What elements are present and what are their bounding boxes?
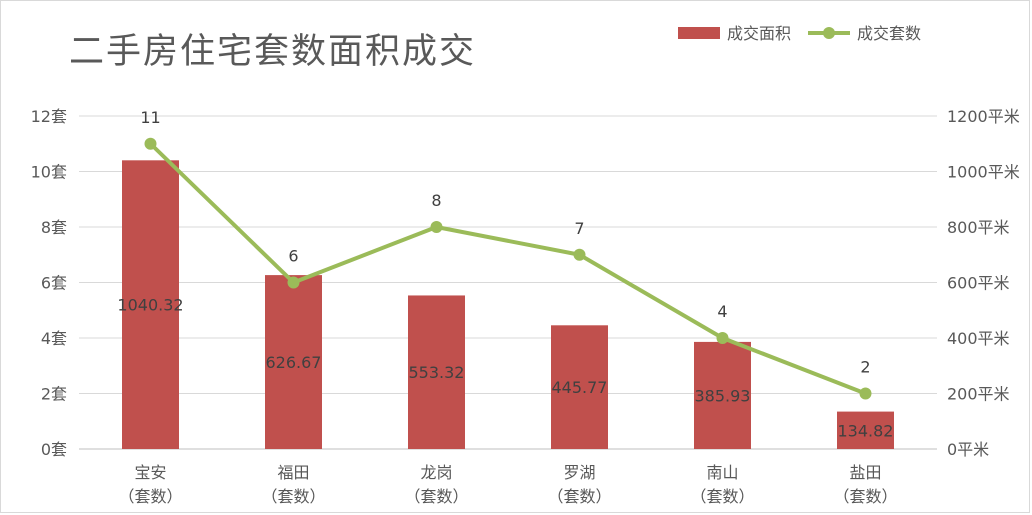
line-data-label: 8 bbox=[431, 191, 441, 210]
line-point bbox=[430, 221, 443, 233]
gridlines bbox=[79, 115, 937, 450]
bar bbox=[551, 325, 608, 449]
x-tick-label: 罗湖（套数） bbox=[547, 463, 611, 506]
bar bbox=[408, 295, 465, 449]
bar-data-label: 445.77 bbox=[552, 378, 608, 397]
y-left-tick-label: 12套 bbox=[31, 107, 67, 126]
line-point bbox=[287, 276, 300, 289]
line-point bbox=[573, 248, 586, 261]
x-tick-label: 宝安（套数） bbox=[118, 463, 182, 506]
bar-data-label: 626.67 bbox=[266, 353, 322, 372]
y-right-tick-label: 600平米 bbox=[947, 274, 1010, 293]
line-point bbox=[144, 137, 157, 150]
legend-swatch-marker bbox=[823, 27, 835, 39]
line-data-label: 11 bbox=[140, 108, 160, 127]
y-left-tick-label: 10套 bbox=[31, 163, 67, 182]
x-axis: 宝安（套数） 福田（套数） 龙岗（套数） 罗湖（套数） 南山（套数） 盐田（套数） bbox=[118, 463, 897, 506]
y-right-tick-label: 800平米 bbox=[947, 218, 1010, 237]
x-tick-label: 盐田（套数） bbox=[833, 463, 897, 506]
y-left-tick-label: 4套 bbox=[41, 329, 67, 348]
legend: 成交面积 成交套数 bbox=[678, 24, 921, 43]
line-data-label: 4 bbox=[717, 302, 727, 321]
x-tick-label: 南山（套数） bbox=[690, 463, 754, 506]
line-data-label: 6 bbox=[288, 247, 298, 266]
y-left-tick-label: 0套 bbox=[41, 440, 67, 459]
legend-label: 成交面积 bbox=[727, 24, 791, 43]
line-point bbox=[859, 387, 872, 400]
y-left-tick-label: 2套 bbox=[41, 385, 67, 404]
y-right-tick-label: 1000平米 bbox=[947, 163, 1020, 182]
y-axis-left: 0套 2套 4套 6套 8套 10套 12套 bbox=[31, 107, 67, 459]
legend-label: 成交套数 bbox=[857, 24, 921, 43]
y-left-tick-label: 6套 bbox=[41, 274, 67, 293]
chart-title: 二手房住宅套数面积成交 bbox=[69, 32, 476, 72]
bar-data-label: 385.93 bbox=[695, 386, 751, 405]
y-right-tick-label: 1200平米 bbox=[947, 107, 1020, 126]
y-right-tick-label: 200平米 bbox=[947, 385, 1010, 404]
bar-data-label: 134.82 bbox=[838, 421, 894, 440]
bar-data-label: 553.32 bbox=[409, 363, 465, 382]
line-data-label: 7 bbox=[574, 219, 584, 238]
y-right-tick-label: 0平米 bbox=[947, 440, 989, 459]
bar-data-labels: 1040.32 626.67 553.32 445.77 385.93 134.82 bbox=[117, 296, 893, 441]
y-right-tick-label: 400平米 bbox=[947, 329, 1010, 348]
line-series bbox=[144, 137, 872, 400]
bar bbox=[265, 275, 322, 449]
y-axis-right: 0平米 200平米 400平米 600平米 800平米 1000平米 1200平米 bbox=[947, 107, 1020, 459]
legend-swatch-bar bbox=[678, 27, 720, 39]
bar bbox=[122, 160, 179, 449]
bar bbox=[694, 341, 751, 449]
line-data-labels: 11 6 8 7 4 2 bbox=[140, 108, 870, 377]
x-tick-label: 福田（套数） bbox=[261, 463, 325, 506]
bar bbox=[837, 411, 894, 449]
line-data-label: 2 bbox=[860, 358, 870, 377]
y-left-tick-label: 8套 bbox=[41, 218, 67, 237]
series-line bbox=[148, 141, 868, 396]
bar-data-label: 1040.32 bbox=[117, 296, 183, 315]
bar-series bbox=[122, 160, 894, 449]
line-point bbox=[716, 332, 729, 344]
x-tick-label: 龙岗（套数） bbox=[404, 463, 468, 506]
